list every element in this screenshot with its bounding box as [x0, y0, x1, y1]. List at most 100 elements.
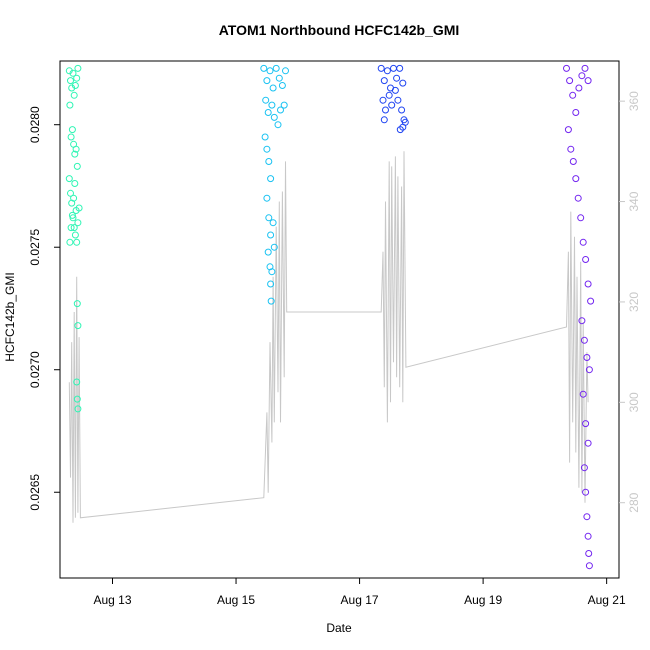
data-point — [73, 238, 81, 246]
data-point — [580, 464, 588, 472]
data-point — [74, 322, 82, 330]
data-point — [74, 219, 82, 227]
data-point — [585, 366, 593, 374]
data-point — [71, 82, 79, 89]
data-point — [585, 550, 593, 557]
y2-tick-label: 300 — [627, 392, 641, 412]
data-point — [379, 96, 387, 104]
data-point — [74, 64, 82, 72]
series-2 — [260, 64, 289, 305]
data-point — [274, 121, 282, 129]
data-point — [401, 118, 409, 126]
data-point — [74, 405, 82, 413]
data-point — [70, 91, 78, 99]
data-point — [262, 96, 270, 104]
data-point — [265, 214, 273, 222]
data-point — [268, 101, 276, 109]
data-point — [578, 72, 586, 80]
data-point — [572, 175, 580, 183]
data-point — [399, 79, 407, 87]
data-point — [67, 189, 74, 197]
plot-border — [59, 60, 620, 579]
data-point — [264, 248, 272, 256]
data-point — [385, 91, 393, 99]
data-point — [267, 175, 275, 183]
data-points — [65, 64, 595, 570]
x-tick-label: Aug 19 — [464, 593, 502, 607]
data-point — [567, 145, 575, 153]
data-point — [73, 162, 81, 170]
data-point — [584, 532, 592, 540]
secondary-line-path — [68, 151, 589, 523]
data-point — [564, 126, 572, 134]
data-point — [261, 133, 269, 141]
data-point — [582, 420, 590, 428]
data-point — [66, 238, 74, 246]
y2-tick-label: 280 — [627, 492, 641, 512]
data-point — [563, 64, 570, 72]
x-axis-label: Date — [326, 621, 352, 635]
data-point — [72, 207, 80, 214]
data-point — [68, 126, 76, 134]
data-point — [264, 109, 272, 116]
data-point — [72, 145, 80, 153]
data-point — [584, 439, 592, 447]
y2-tick-label: 360 — [627, 91, 641, 111]
data-point — [268, 268, 276, 276]
x-tick-label: Aug 13 — [93, 593, 131, 607]
data-point — [577, 214, 585, 222]
data-point — [380, 77, 388, 85]
data-point — [583, 354, 591, 361]
data-point — [587, 297, 595, 305]
data-point — [260, 64, 268, 72]
data-point — [71, 231, 79, 239]
data-point — [69, 69, 77, 77]
data-point — [585, 562, 593, 570]
data-point — [272, 64, 280, 72]
x-axis: Aug 13 Aug 15 Aug 17 Aug 19 Aug 21 — [93, 578, 626, 607]
data-point — [391, 86, 399, 94]
data-point — [73, 74, 81, 82]
data-point — [263, 145, 271, 153]
data-point — [581, 64, 589, 72]
data-point — [575, 84, 583, 92]
data-point — [71, 150, 79, 158]
data-point — [68, 211, 76, 219]
y-tick-label: 0.0265 — [28, 474, 42, 511]
data-point — [67, 77, 74, 85]
data-point — [377, 64, 385, 72]
y-tick-label: 0.0275 — [28, 229, 42, 266]
data-point — [579, 238, 587, 246]
data-point — [73, 300, 81, 308]
data-point — [73, 395, 81, 403]
data-point — [584, 280, 592, 288]
data-point — [282, 67, 289, 75]
x-tick-label: Aug 21 — [588, 593, 626, 607]
y-tick-label: 0.0280 — [28, 106, 42, 143]
data-point — [569, 91, 577, 99]
data-point — [73, 378, 81, 386]
data-point — [566, 77, 574, 85]
data-point — [265, 158, 273, 165]
data-point — [278, 82, 286, 89]
chart-title: ATOM1 Northbound HCFC142b_GMI — [219, 22, 460, 38]
data-point — [280, 101, 288, 109]
x-tick-label: Aug 17 — [341, 593, 379, 607]
data-point — [388, 101, 396, 109]
data-point — [383, 67, 391, 75]
y2-tick-label: 340 — [627, 191, 641, 211]
data-point — [394, 96, 402, 104]
data-point — [582, 488, 590, 496]
y-axis-label: HCFC142b_GMI — [3, 272, 17, 361]
data-point — [398, 106, 406, 114]
data-point — [263, 194, 271, 202]
y-axis-right: 280 300 320 340 360 — [619, 91, 641, 513]
data-point — [270, 113, 278, 121]
data-point — [269, 84, 277, 92]
data-point — [70, 224, 78, 232]
data-point — [277, 106, 284, 114]
data-point — [275, 74, 283, 82]
data-point — [267, 297, 275, 305]
